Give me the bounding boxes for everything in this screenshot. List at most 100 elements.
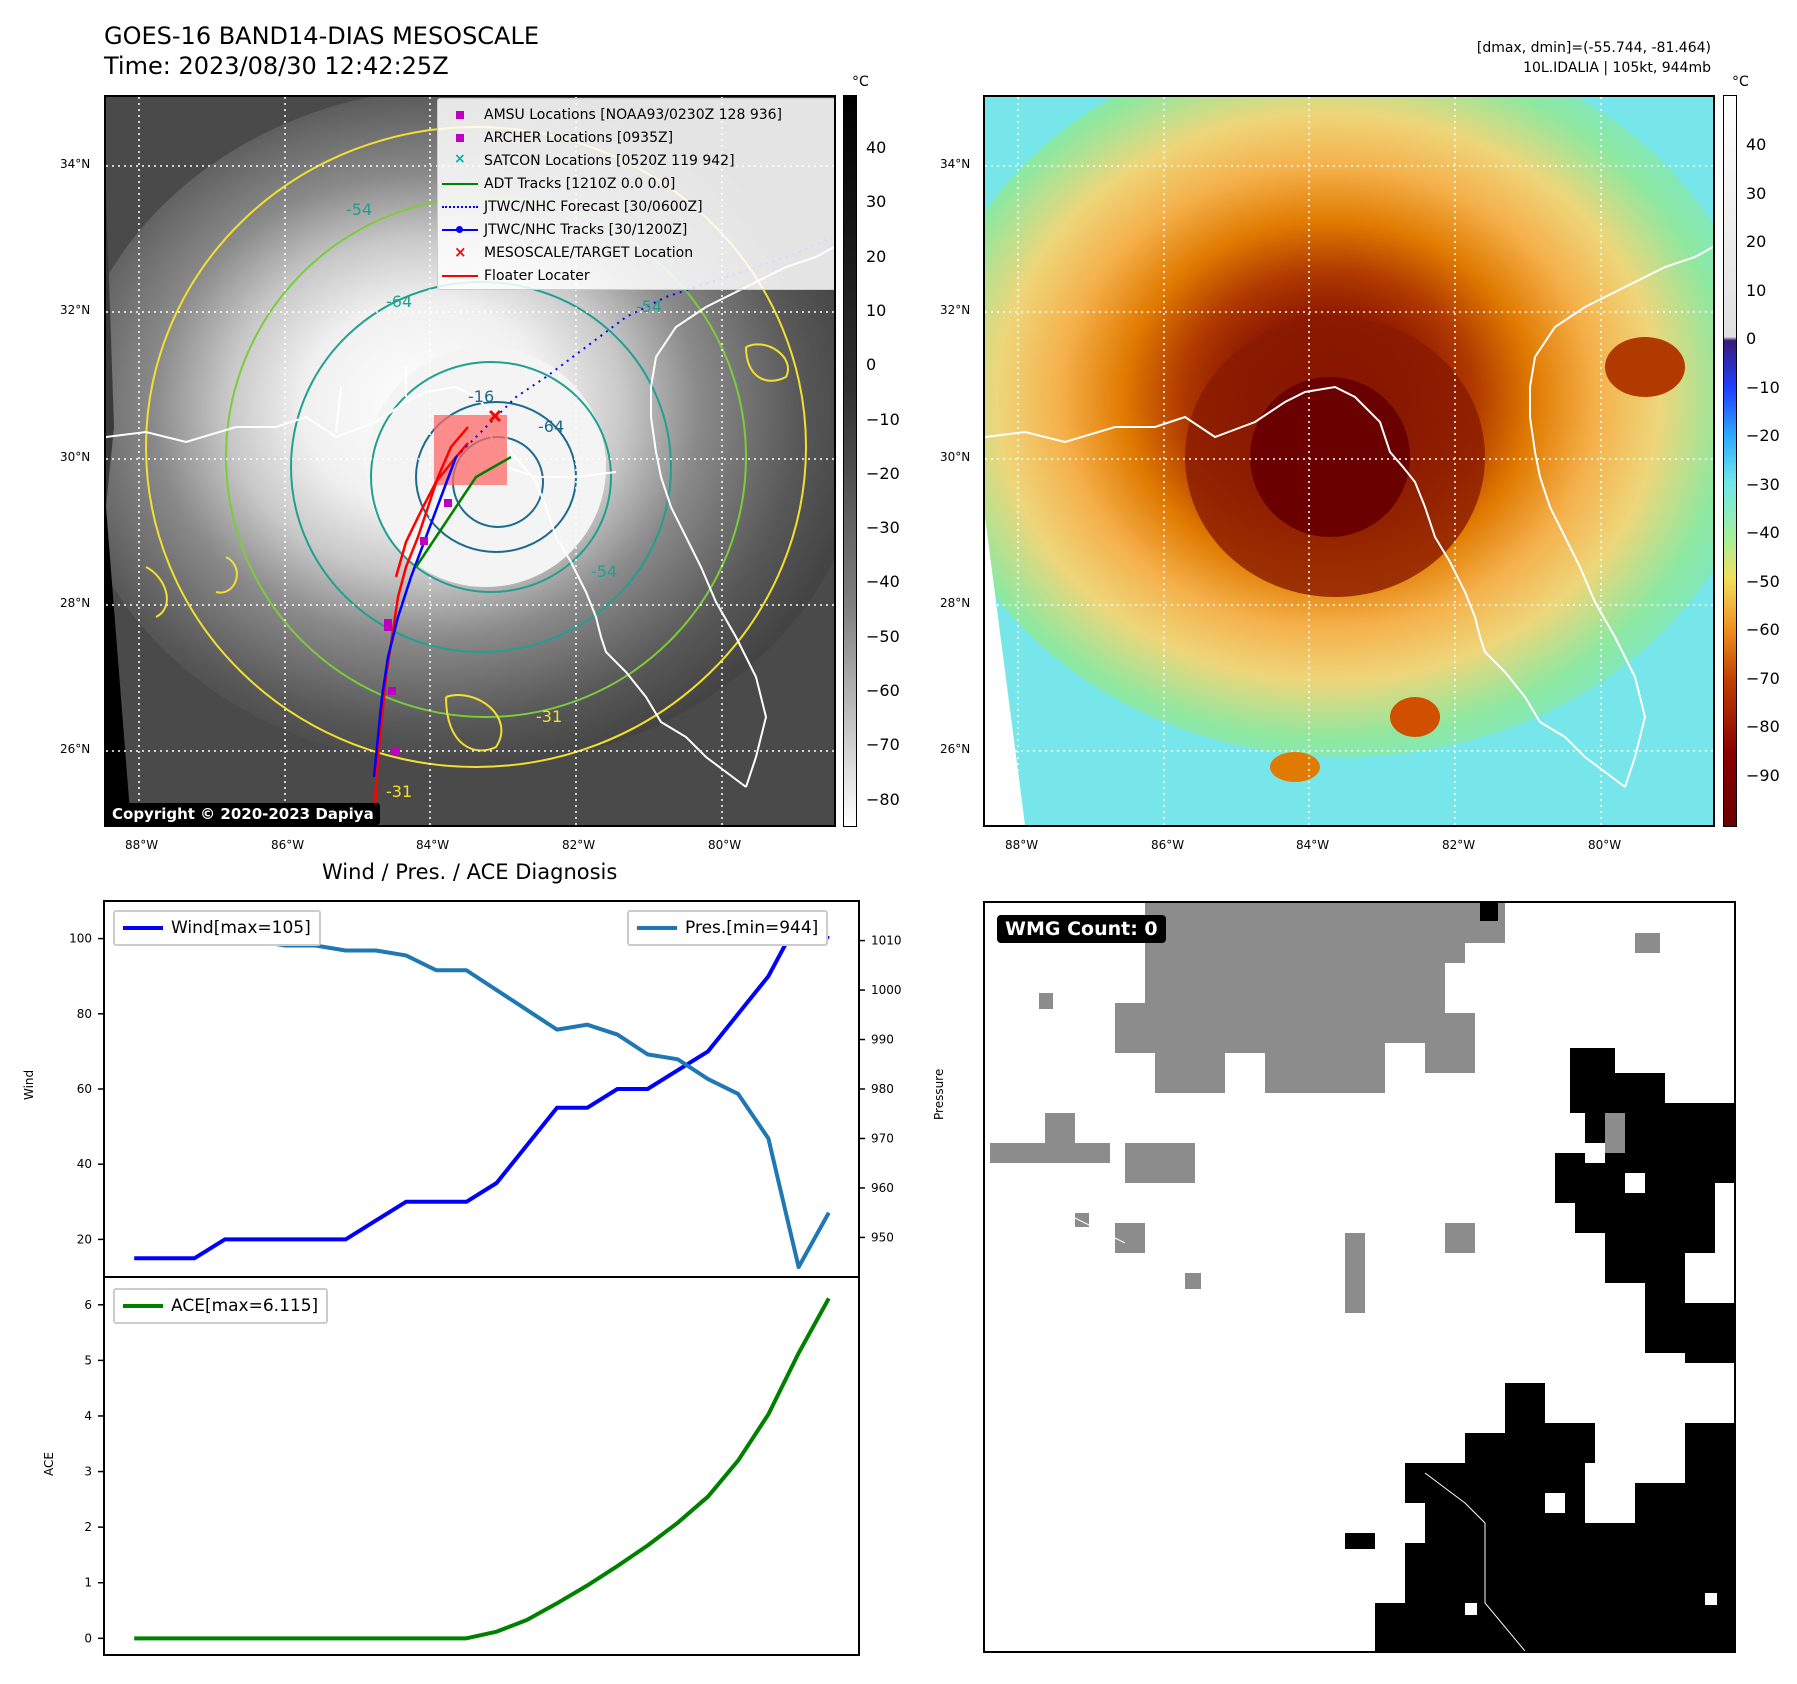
wmg-panel: WMG Count: 0 (983, 901, 1736, 1653)
wind-pressure-frame (103, 900, 860, 1278)
colorbar-tick-label: −20 (1746, 426, 1780, 445)
green-line-icon (442, 177, 478, 191)
contour-label: -31 (386, 782, 412, 801)
contour-label: -31 (536, 707, 562, 726)
wind-legend-label: Wind[max=105] (171, 918, 311, 938)
lon-label: 86°W (271, 838, 305, 852)
product-title: GOES-16 BAND14-DIAS MESOSCALE (104, 22, 540, 50)
product-time: Time: 2023/08/30 12:42:25Z (104, 52, 449, 80)
colorbar-unit: °C (852, 74, 869, 90)
wind-tick-label: 40 (77, 1157, 92, 1171)
contour-label: -54 (636, 297, 662, 316)
legend-label: AMSU Locations [NOAA93/0230Z 128 936] (484, 106, 783, 123)
ace-tick-label: 4 (84, 1409, 92, 1423)
lat-label: 28°N (940, 596, 971, 610)
wind-pressure-chart: 20 40 60 80 100 950 960 970 980 990 1000 1010 (69, 900, 902, 1278)
ir-color-image (985, 97, 1713, 825)
pressure-tick-label: 990 (871, 1033, 894, 1047)
ace-tick-label: 6 (84, 1298, 92, 1312)
red-line-icon (442, 269, 478, 283)
pressure-tick-label: 1000 (871, 983, 902, 997)
wind-tick-label: 100 (69, 932, 92, 946)
blue-dotted-line-icon (442, 200, 478, 214)
legend-label: SATCON Locations [0520Z 119 942] (484, 152, 735, 169)
ace-tick-label: 1 (84, 1576, 92, 1590)
lon-label: 84°W (1296, 838, 1330, 852)
colorbar-tick-label: −40 (1746, 523, 1780, 542)
storm-info: 10L.IDALIA | 105kt, 944mb (1523, 60, 1711, 76)
colorbar-tick-label: −30 (1746, 474, 1780, 494)
legend-item-tracks: JTWC/NHC Tracks [30/1200Z] (442, 218, 834, 241)
colorbar-tick-label: 30 (866, 192, 887, 212)
wind-series-line (134, 917, 830, 1261)
colorbar-tick-label: −70 (1746, 668, 1780, 688)
pressure-legend-label: Pres.[min=944] (685, 918, 819, 938)
red-x-icon: × (454, 242, 467, 261)
legend-label: MESOSCALE/TARGET Location (484, 244, 694, 261)
colorbar-unit: °C (1732, 74, 1749, 90)
lon-label: 86°W (1151, 838, 1185, 852)
colorbar-tick-label: −30 (866, 518, 900, 538)
magenta-square-icon (442, 108, 478, 122)
cyan-x-icon: × (454, 150, 466, 167)
lat-label: 30°N (60, 450, 91, 464)
legend-item-forecast: JTWC/NHC Forecast [30/0600Z] (442, 195, 834, 218)
lon-label: 80°W (1588, 838, 1622, 852)
lat-label: 30°N (940, 450, 971, 464)
lon-label: 82°W (1442, 838, 1476, 852)
lon-label: 82°W (562, 838, 596, 852)
colorbar-tick-label: 0 (1746, 329, 1757, 348)
colorbar-tick-label: −80 (1746, 717, 1780, 736)
ace-frame (103, 1276, 860, 1656)
ace-tick-label: 3 (84, 1465, 92, 1479)
green-line-icon (123, 1304, 163, 1308)
ace-tick-label: 5 (84, 1353, 92, 1367)
blue-line-icon (123, 926, 163, 930)
map-legend: AMSU Locations [NOAA93/0230Z 128 936] AR… (437, 98, 834, 290)
ace-axis-label: ACE (42, 1452, 56, 1476)
diagnosis-title: Wind / Pres. / ACE Diagnosis (322, 860, 618, 884)
colorbar-tick-label: −90 (1746, 765, 1780, 785)
legend-item-archer: ARCHER Locations [0935Z] (442, 126, 834, 149)
legend-item-amsu: AMSU Locations [NOAA93/0230Z 128 936] (442, 103, 834, 126)
blue-line-dot-icon (442, 223, 478, 237)
colorbar-tick-label: 10 (866, 300, 887, 320)
pressure-series-line (134, 913, 831, 1270)
ace-series-line (134, 1297, 831, 1641)
legend-item-satcon: × SATCON Locations [0520Z 119 942] (442, 149, 834, 172)
wind-tick-label: 60 (77, 1082, 92, 1096)
legend-item-target: × MESOSCALE/TARGET Location (442, 241, 834, 264)
colorbar-tick-label: −40 (866, 572, 900, 592)
colorbar-tick-label: −50 (1746, 571, 1780, 591)
pressure-tick-label: 970 (871, 1131, 894, 1145)
dmax-dmin-readout: [dmax, dmin]=(-55.744, -81.464) (1476, 40, 1711, 56)
lon-label: 88°W (125, 838, 159, 852)
pressure-tick-label: 950 (871, 1230, 894, 1244)
legend-label: JTWC/NHC Tracks [30/1200Z] (484, 221, 688, 238)
colorbar-tick-label: 40 (1746, 135, 1767, 154)
pressure-axis-label: Pressure (932, 1068, 946, 1120)
wind-legend: Wind[max=105] (113, 910, 321, 946)
lon-label: 88°W (1005, 838, 1039, 852)
colorbar-tick-label: −70 (866, 735, 900, 755)
pressure-legend: Pres.[min=944] (627, 910, 829, 946)
grayscale-colorbar (843, 95, 857, 827)
contour-label: -54 (346, 200, 372, 219)
lat-label: 32°N (60, 303, 91, 317)
colorbar-tick-label: 10 (1746, 280, 1767, 300)
lon-label: 84°W (416, 838, 450, 852)
ace-tick-label: 2 (84, 1520, 92, 1534)
legend-label: JTWC/NHC Forecast [30/0600Z] (484, 198, 703, 215)
pressure-tick-label: 1010 (871, 934, 902, 948)
ace-tick-label: 0 (84, 1631, 92, 1645)
colorbar-tick-label: −50 (866, 626, 900, 646)
ace-chart: 0 1 2 3 4 5 6 (84, 1276, 860, 1656)
colorbar-tick-label: 30 (1746, 183, 1767, 203)
ace-legend: ACE[max=6.115] (113, 1288, 329, 1324)
wmg-image (990, 903, 1734, 1651)
contour-label: -54 (591, 562, 617, 581)
ir-grayscale-map: -64 -54 -16 -64 -54 -54 -31 -31 AMSU Loc… (104, 95, 836, 827)
colorbar-tick-label: 20 (866, 246, 887, 266)
lat-label: 28°N (60, 596, 91, 610)
